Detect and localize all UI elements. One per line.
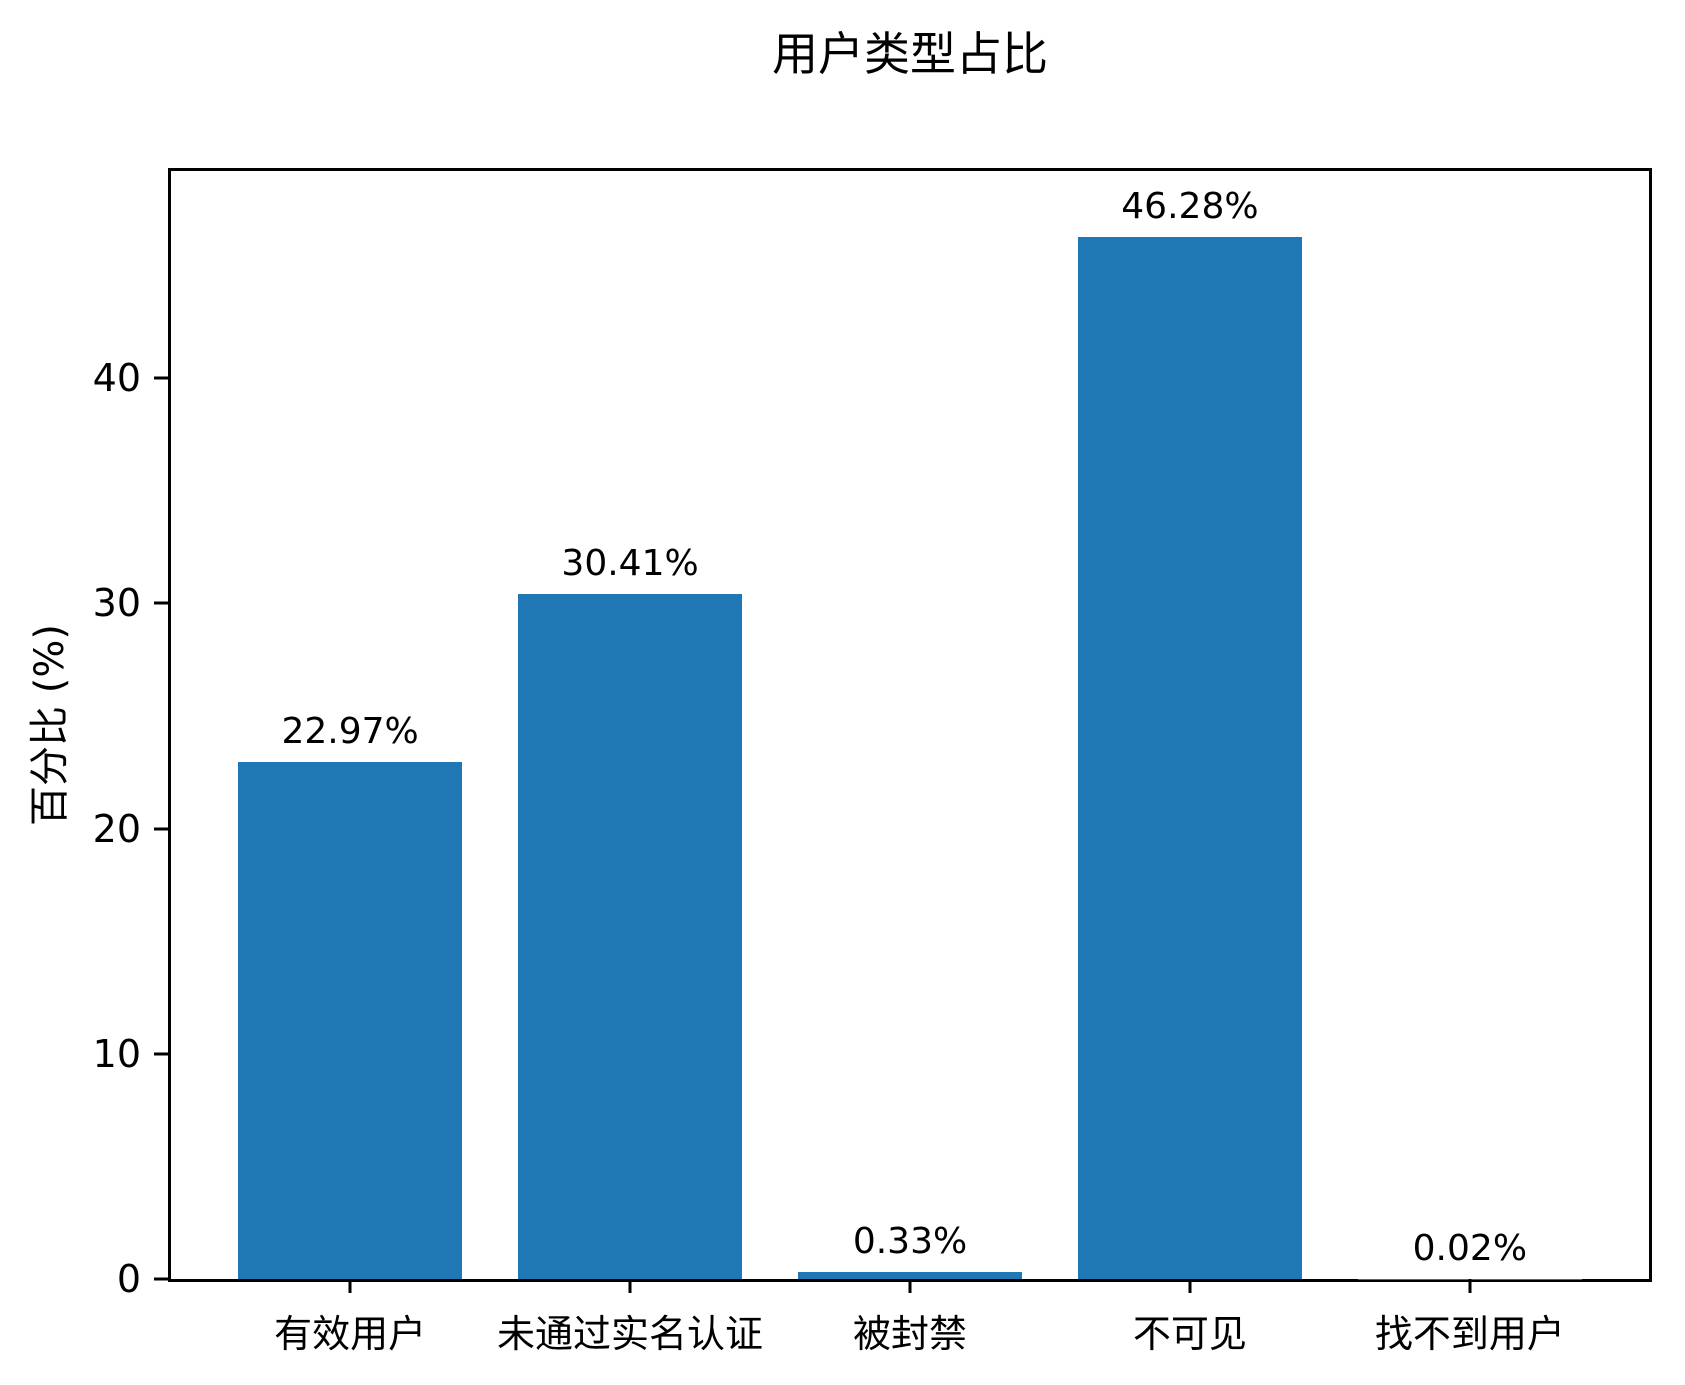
bar-value-label: 46.28% (1121, 185, 1259, 227)
x-tick-label: 有效用户 (274, 1312, 427, 1356)
y-tick-mark (154, 376, 168, 380)
y-tick-mark (154, 1277, 168, 1281)
bar-value-label: 0.33% (852, 1220, 968, 1262)
y-tick-mark (154, 1052, 168, 1056)
y-tick-mark (154, 827, 168, 831)
x-tick-label: 被封禁 (852, 1312, 968, 1356)
chart-title: 用户类型占比 (772, 27, 1048, 81)
x-tick-label: 不可见 (1132, 1312, 1247, 1356)
bar-value-label: 22.97% (281, 710, 419, 752)
y-axis-label: 百分比 (%) (27, 624, 73, 826)
y-tick-label: 0 (116, 1257, 141, 1301)
x-tick-mark (908, 1279, 912, 1293)
x-tick-mark (348, 1279, 352, 1293)
y-tick-label: 10 (92, 1031, 141, 1076)
x-tick-label: 未通过实名认证 (497, 1312, 764, 1356)
y-tick-label: 20 (92, 806, 141, 851)
y-tick-label: 30 (92, 581, 141, 626)
bar (518, 594, 743, 1279)
bar (798, 1271, 1022, 1279)
bar (1077, 236, 1302, 1279)
x-tick-mark (628, 1279, 632, 1293)
x-tick-mark (1188, 1279, 1192, 1293)
bar-value-label: 0.02% (1412, 1227, 1528, 1269)
bar (238, 761, 463, 1279)
bar-value-label: 30.41% (561, 543, 699, 585)
y-tick-label: 40 (92, 356, 141, 401)
y-tick-mark (154, 601, 168, 605)
x-tick-mark (1468, 1279, 1472, 1293)
plot-area: 0 10 20 30 40 22.97% 有效用户 30.41% 未通过实名认证 0.33% 被封禁… (93, 168, 1652, 1356)
x-tick-label: 找不到用户 (1374, 1312, 1565, 1356)
